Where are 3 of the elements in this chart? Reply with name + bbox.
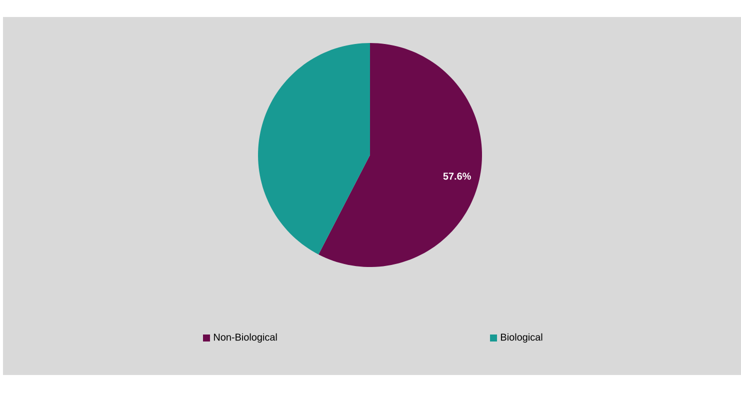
legend-label: Biological — [501, 333, 542, 343]
legend-label: Non-Biological — [214, 333, 277, 343]
data-label: 57.6% — [443, 172, 471, 180]
